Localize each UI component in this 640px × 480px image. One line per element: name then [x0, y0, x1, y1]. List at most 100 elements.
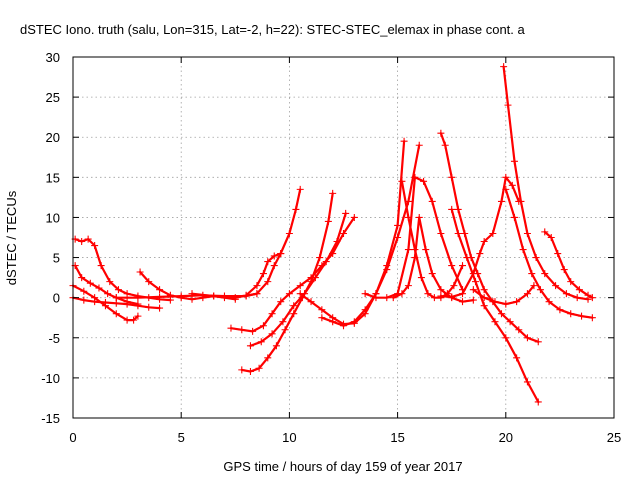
data-point — [448, 293, 456, 301]
series-16 — [398, 177, 467, 302]
data-point — [491, 318, 499, 326]
series-11 — [246, 209, 350, 350]
y-tick-label: 10 — [46, 210, 60, 225]
data-point — [517, 197, 525, 205]
series-21 — [502, 185, 596, 322]
data-point — [383, 266, 391, 274]
data-point — [523, 290, 531, 298]
data-point — [285, 229, 293, 237]
data-point — [80, 287, 88, 295]
data-point — [177, 292, 185, 300]
series-line — [249, 212, 347, 347]
data-point — [437, 292, 445, 300]
data-point — [469, 270, 477, 278]
data-point — [188, 290, 196, 298]
data-point — [106, 278, 114, 286]
y-tick-label: 25 — [46, 90, 60, 105]
data-point — [489, 229, 497, 237]
data-point — [523, 229, 531, 237]
data-point — [510, 213, 518, 221]
data-point — [268, 330, 276, 338]
series-17 — [437, 129, 542, 346]
x-tick-label: 20 — [499, 430, 513, 445]
series-3 — [69, 282, 142, 324]
data-point — [281, 326, 289, 334]
y-tick-label: -15 — [41, 411, 60, 426]
series-15 — [389, 213, 477, 306]
data-point — [530, 282, 538, 290]
data-point — [400, 137, 408, 145]
data-point — [450, 282, 458, 290]
data-point — [519, 246, 527, 254]
data-point — [480, 238, 488, 246]
y-tick-label: 0 — [53, 291, 60, 306]
data-point — [279, 318, 287, 326]
data-point — [463, 254, 471, 262]
series-8 — [188, 250, 285, 302]
data-point — [437, 286, 445, 294]
data-point — [296, 290, 304, 298]
data-point — [290, 302, 298, 310]
data-point — [134, 302, 142, 310]
data-point — [311, 274, 319, 282]
data-point — [523, 334, 531, 342]
series-line — [543, 230, 594, 299]
data-point — [292, 205, 300, 213]
x-tick-label: 10 — [282, 430, 296, 445]
data-point — [415, 141, 423, 149]
data-point — [112, 310, 120, 318]
x-tick-label: 0 — [69, 430, 76, 445]
data-point — [112, 294, 120, 302]
data-point — [575, 286, 583, 294]
data-point — [502, 300, 510, 308]
data-point — [350, 213, 358, 221]
series-line — [74, 238, 172, 302]
series-12 — [296, 137, 408, 328]
data-point — [259, 270, 267, 278]
data-point — [556, 306, 564, 314]
data-point — [389, 294, 397, 302]
data-point — [78, 274, 86, 282]
data-point — [78, 238, 86, 246]
y-tick-label: -10 — [41, 371, 60, 386]
data-point — [97, 262, 105, 270]
series-line — [245, 188, 302, 297]
data-point — [156, 304, 164, 312]
data-point — [372, 294, 380, 302]
y-tick-label: 5 — [53, 251, 60, 266]
data-point — [101, 298, 109, 306]
data-point — [502, 334, 510, 342]
data-point — [246, 342, 254, 350]
data-point — [264, 278, 272, 286]
data-point — [554, 250, 562, 258]
data-point — [528, 270, 536, 278]
data-point — [145, 303, 153, 311]
data-point — [238, 366, 246, 374]
data-point — [398, 177, 406, 185]
series-line — [320, 144, 421, 327]
axis-ticks: 0 5 10 15 20 25 -15 -10 -5 0 5 10 15 20 25 30 — [41, 50, 621, 445]
data-point — [515, 326, 523, 334]
x-tick-label: 15 — [390, 430, 404, 445]
data-point — [134, 312, 142, 320]
data-point — [394, 234, 402, 241]
data-point — [342, 209, 350, 217]
data-point — [253, 282, 261, 290]
data-point — [411, 246, 419, 254]
data-point — [417, 274, 425, 282]
data-point — [562, 290, 570, 298]
data-point — [361, 306, 369, 314]
data-point — [404, 213, 412, 221]
data-point — [424, 290, 432, 298]
data-point — [545, 298, 553, 306]
data-point — [476, 250, 484, 258]
series-line — [439, 132, 540, 343]
data-point — [454, 205, 462, 213]
data-point — [246, 367, 254, 375]
y-tick-label: -5 — [48, 331, 60, 346]
data-point — [469, 286, 477, 294]
data-point — [534, 338, 542, 346]
data-point — [448, 205, 456, 213]
data-point — [497, 310, 505, 318]
